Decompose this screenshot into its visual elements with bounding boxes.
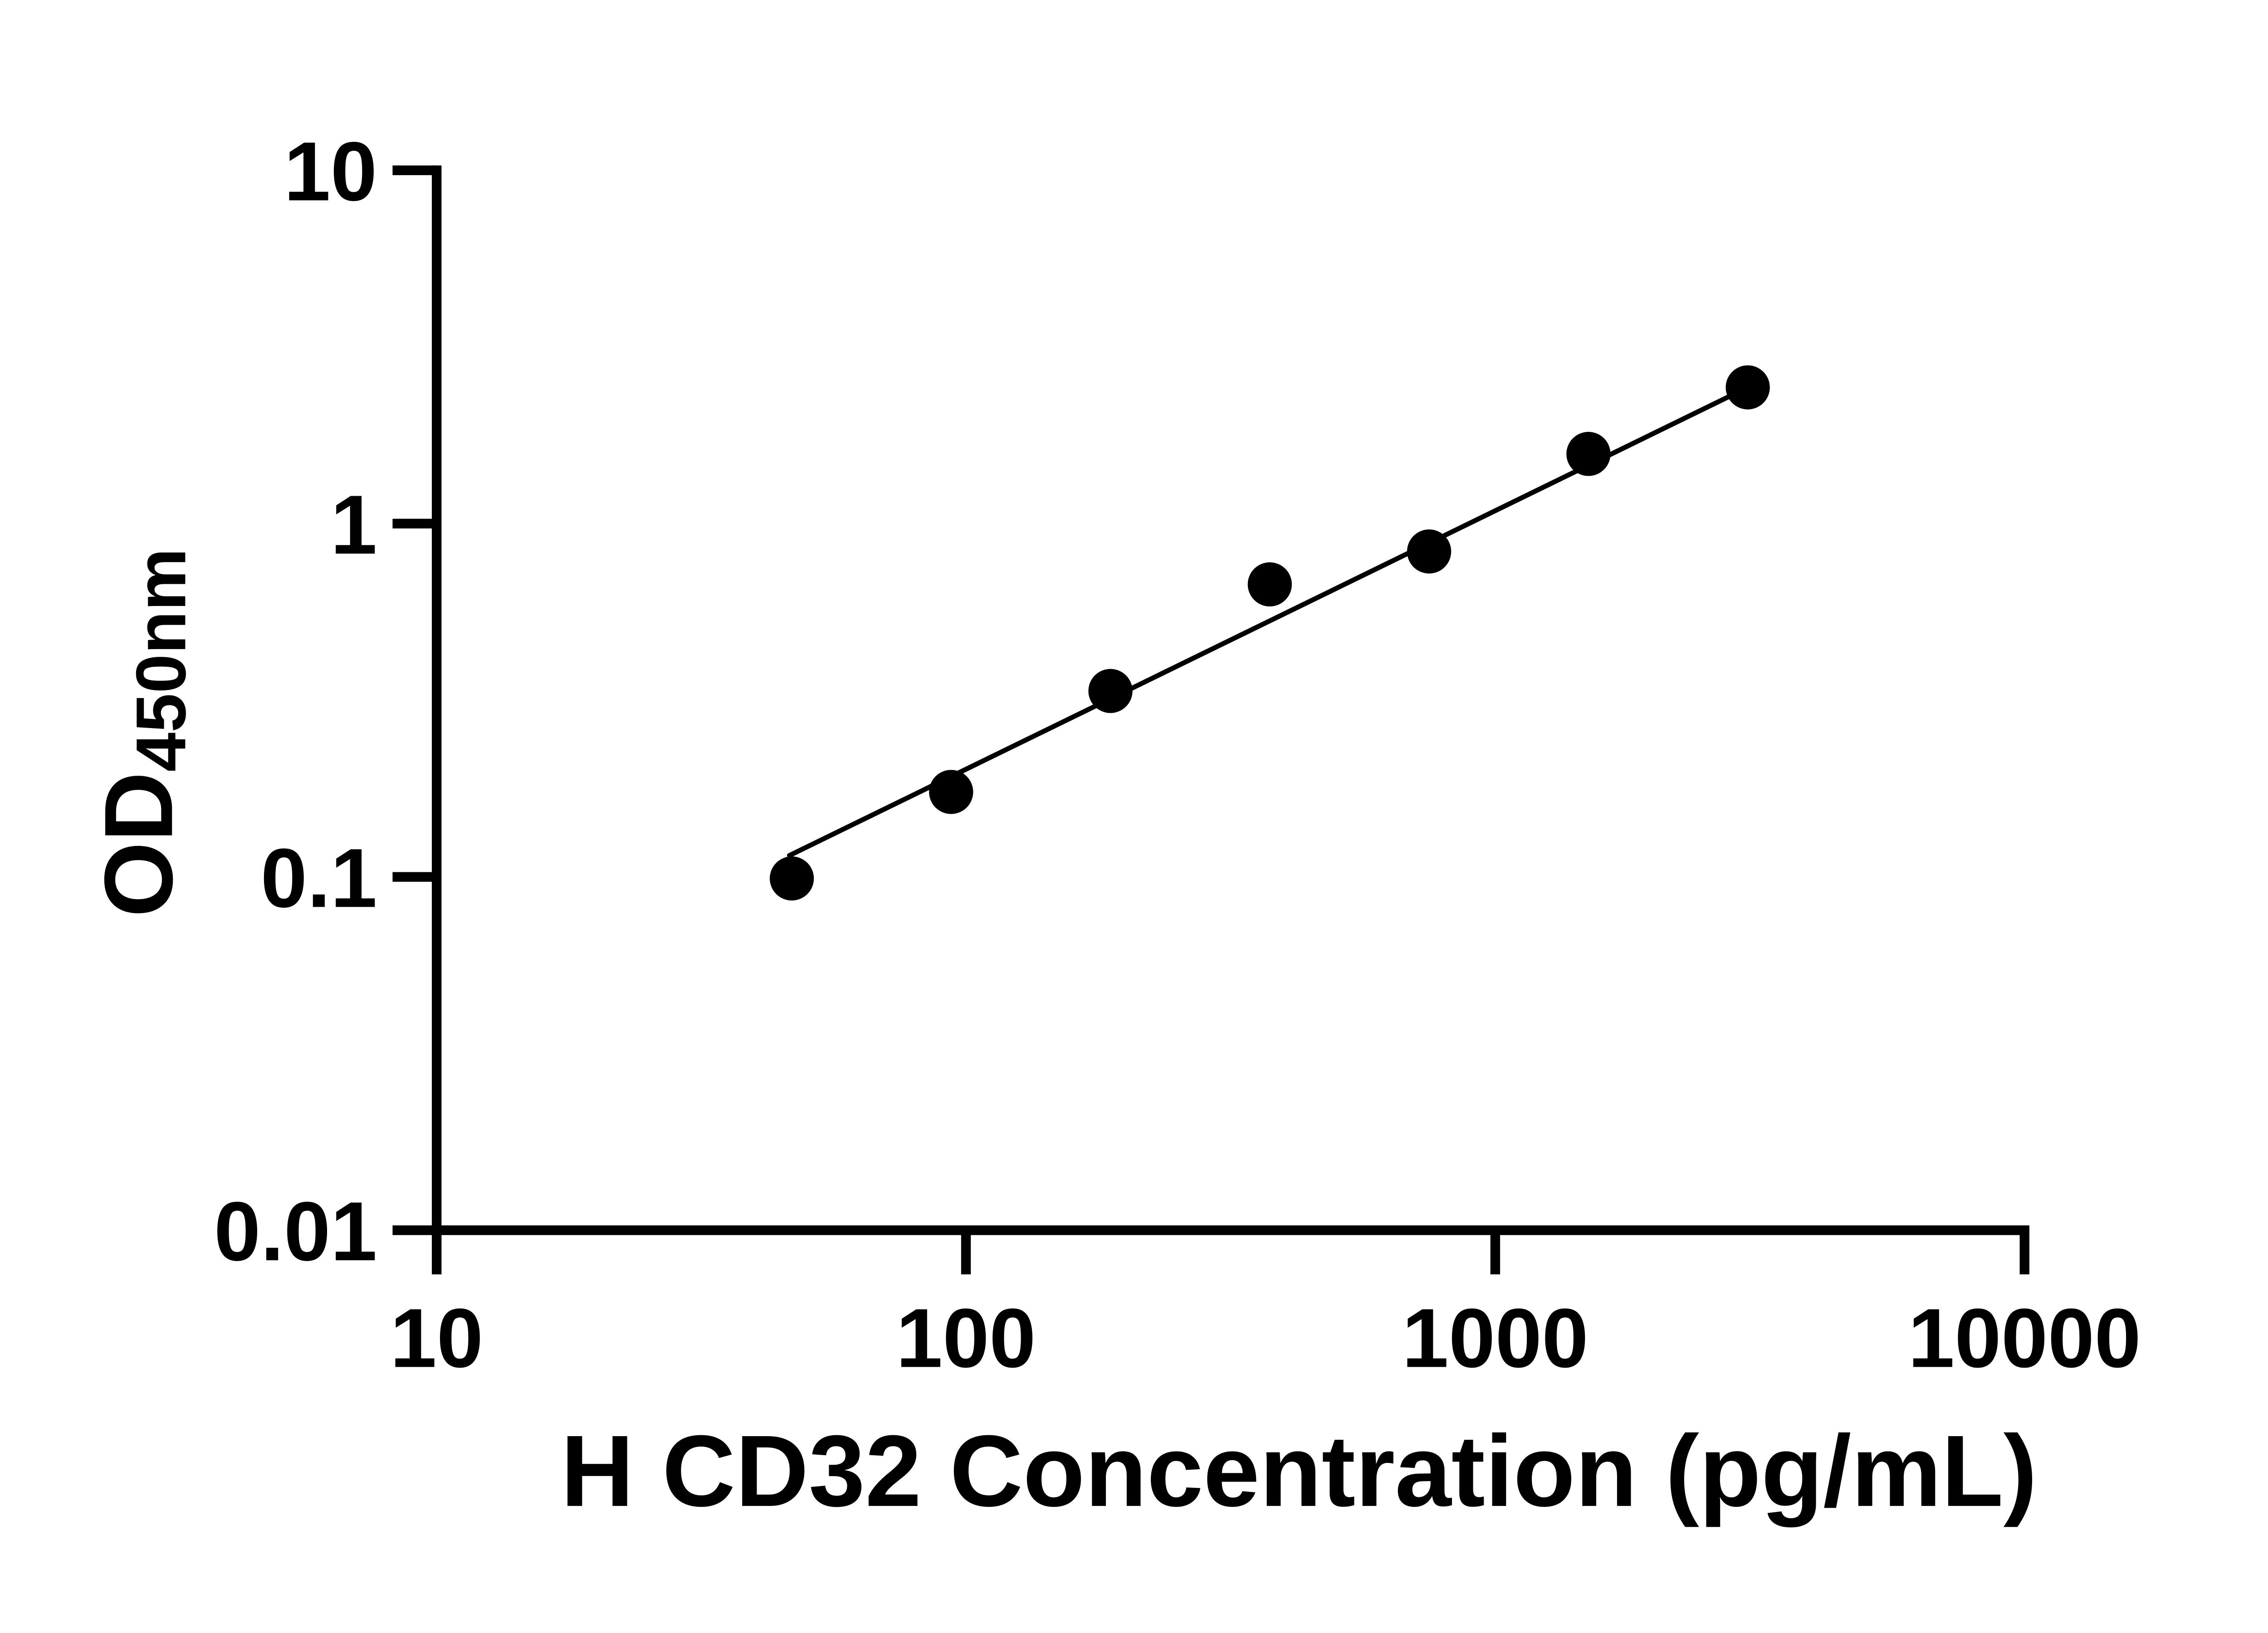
data-point	[1088, 669, 1133, 713]
y-axis-tick-label: 10	[284, 125, 377, 219]
data-point	[1247, 562, 1292, 606]
x-axis-tick-label: 1000	[1402, 1292, 1589, 1385]
x-axis-tick-label: 10	[390, 1292, 483, 1385]
data-point	[1566, 432, 1611, 476]
y-axis-title-main: OD	[84, 772, 193, 917]
data-point	[769, 856, 814, 901]
y-axis-tick-label: 1	[331, 478, 377, 572]
x-axis-title: H CD32 Concentration (pg/mL)	[561, 1415, 2037, 1528]
y-axis-tick-label: 0.01	[214, 1185, 377, 1278]
y-axis-tick-label: 0.1	[261, 831, 377, 925]
data-point	[1407, 529, 1452, 574]
data-point	[929, 770, 973, 814]
chart-background	[0, 22, 2268, 1611]
y-axis-title-subscript: 450nm	[121, 548, 200, 772]
data-point	[1725, 365, 1770, 410]
y-axis-title: OD450nm	[84, 548, 200, 917]
x-axis-tick-label: 10000	[1908, 1292, 2141, 1385]
x-axis-tick-label: 100	[896, 1292, 1036, 1385]
